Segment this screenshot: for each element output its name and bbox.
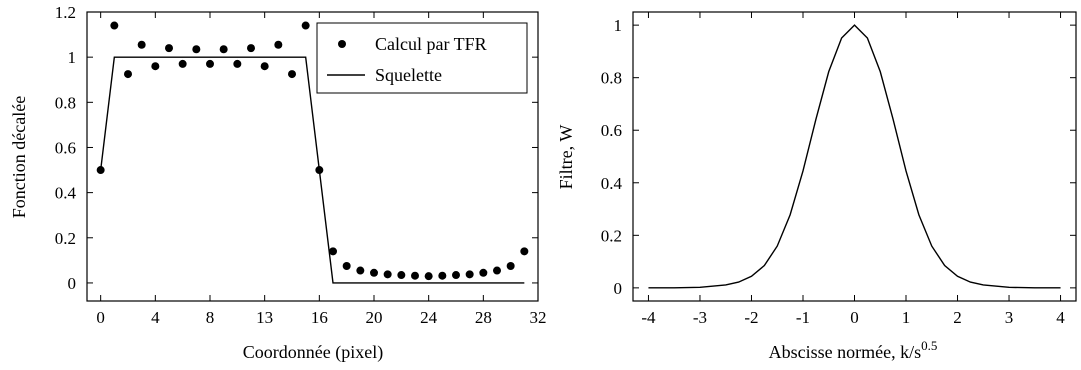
right-x-tick-label: -3 xyxy=(693,308,707,327)
data-point xyxy=(329,247,337,256)
left-y-tick-label: 0.8 xyxy=(55,93,76,112)
right-y-tick-label: 0 xyxy=(614,279,623,298)
right-x-axis-title-main: Abscisse normée, k/s xyxy=(769,342,921,362)
data-point xyxy=(383,270,392,279)
left-y-tick-label: 1 xyxy=(68,48,77,67)
legend-label-tfr: Calcul par TFR xyxy=(375,34,487,54)
data-point xyxy=(165,44,173,53)
right-plot-frame xyxy=(632,11,1077,302)
data-point xyxy=(288,70,296,79)
left-x-tick-label: 20 xyxy=(366,308,383,327)
left-series xyxy=(96,21,529,284)
data-point xyxy=(424,272,433,281)
left-y-tick-label: 0 xyxy=(68,274,77,293)
left-x-tick-label: 13 xyxy=(256,308,273,327)
left-x-tick-label: 28 xyxy=(475,308,492,327)
chart-left: 0 4 8 13 16 20 24 28 32 0 0.2 0.4 0.6 0.8 1 1.2 Calcul … xyxy=(9,3,547,363)
legend-marker-dot xyxy=(338,40,346,48)
right-y-tick-label: 0.6 xyxy=(601,121,622,140)
data-point xyxy=(479,268,488,277)
right-y-tick-label: 0.8 xyxy=(601,69,622,88)
left-x-tick-label: 32 xyxy=(530,308,547,327)
data-point xyxy=(465,270,474,279)
data-point xyxy=(247,44,255,53)
data-point xyxy=(356,266,365,275)
data-point xyxy=(260,62,269,71)
data-point xyxy=(506,262,515,271)
data-point xyxy=(452,271,460,280)
data-point xyxy=(137,40,146,49)
right-x-tick-label: 4 xyxy=(1056,308,1065,327)
right-x-axis-title-sup: 0.5 xyxy=(921,338,937,353)
left-y-axis-title: Fonction décalée xyxy=(9,96,29,218)
right-x-tick-label: -1 xyxy=(796,308,810,327)
left-y-tick-label: 0.6 xyxy=(55,138,76,157)
right-y-tick-label: 0.4 xyxy=(601,174,623,193)
data-point xyxy=(110,21,119,30)
left-x-tick-label: 24 xyxy=(420,308,438,327)
right-x-tick-label: 0 xyxy=(850,308,859,327)
left-legend: Calcul par TFR Squelette xyxy=(316,22,528,94)
data-point xyxy=(192,45,201,54)
data-point xyxy=(342,262,351,271)
data-point xyxy=(370,268,378,277)
chart-right: -4 -3 -2 -1 0 1 2 3 4 0 0.2 0.4 0.6 0.8 1 Abscisse nor… xyxy=(556,11,1077,362)
left-y-tick-label: 1.2 xyxy=(55,3,76,22)
left-x-tick-label: 8 xyxy=(206,308,215,327)
data-point xyxy=(274,40,283,49)
legend-label-squelette: Squelette xyxy=(375,65,442,85)
data-point xyxy=(151,62,160,71)
right-y-axis-title: Filtre, W xyxy=(556,125,576,190)
right-axis-ticks: -4 -3 -2 -1 0 1 2 3 4 0 0.2 0.4 0.6 0.8 1 xyxy=(601,12,1076,327)
right-x-axis-title: Abscisse normée, k/s0.5 xyxy=(769,338,938,362)
left-axis-ticks: 0 4 8 13 16 20 24 28 32 0 0.2 0.4 0.6 0.8 1 1.2 xyxy=(55,3,547,327)
data-point xyxy=(219,45,228,54)
right-x-tick-label: 3 xyxy=(1005,308,1014,327)
right-x-tick-label: -2 xyxy=(744,308,758,327)
right-x-tick-label: -4 xyxy=(641,308,656,327)
left-plot-frame xyxy=(86,11,539,302)
left-y-tick-label: 0.2 xyxy=(55,229,76,248)
right-y-tick-label: 1 xyxy=(614,16,623,35)
right-x-tick-label: 1 xyxy=(902,308,911,327)
data-point xyxy=(493,266,501,275)
right-y-tick-label: 0.2 xyxy=(601,226,622,245)
data-point xyxy=(206,59,214,68)
left-x-tick-label: 16 xyxy=(311,308,328,327)
left-series-line xyxy=(99,56,525,284)
data-point xyxy=(301,21,310,30)
right-series-line xyxy=(648,24,1061,289)
left-x-tick-label: 4 xyxy=(151,308,160,327)
right-x-tick-label: 2 xyxy=(953,308,962,327)
data-point xyxy=(233,59,242,68)
data-point xyxy=(397,271,406,280)
data-point xyxy=(520,247,529,256)
data-point xyxy=(411,271,419,280)
left-x-tick-label: 0 xyxy=(96,308,105,327)
data-point xyxy=(438,271,447,280)
left-y-tick-label: 0.4 xyxy=(55,184,77,203)
right-series xyxy=(648,24,1061,289)
data-point xyxy=(124,70,132,79)
data-point xyxy=(178,59,187,68)
left-x-axis-title: Coordonnée (pixel) xyxy=(243,342,383,363)
legend-box xyxy=(316,22,528,94)
